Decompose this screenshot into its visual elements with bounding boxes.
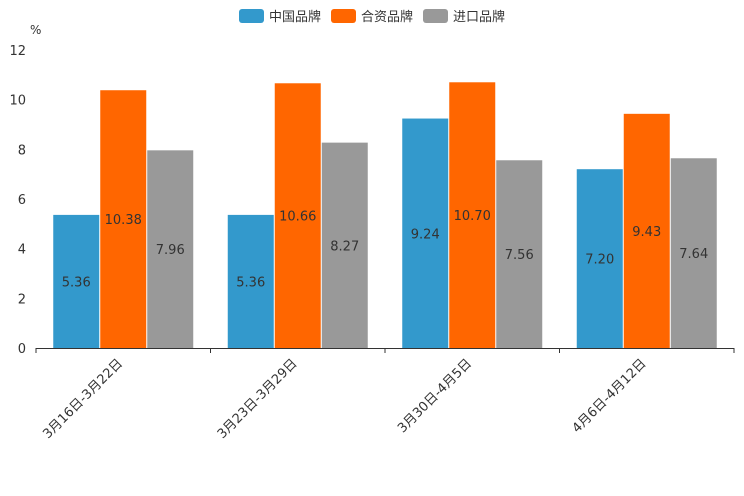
bar-value-label: 10.70 <box>454 209 491 224</box>
x-category-label: 3月30日-4月5日 <box>395 356 475 436</box>
bar[interactable] <box>576 169 623 348</box>
bars: 5.36 10.38 7.96 5.36 10.66 8.27 9.24 10.70 7.56 7… <box>53 82 717 349</box>
legend-item-imported-brand[interactable]: 进口品牌 <box>423 6 505 25</box>
legend-swatch-china-brand <box>238 8 264 23</box>
bar-value-label: 9.24 <box>411 227 440 242</box>
legend-label-china-brand: 中国品牌 <box>268 10 321 25</box>
bar-value-label: 7.64 <box>679 247 708 262</box>
y-tick-label: 2 <box>18 292 26 307</box>
y-tick-label: 4 <box>18 243 26 258</box>
legend-swatch-imported-brand <box>423 8 448 23</box>
x-category-label: 4月6日-4月12日 <box>570 356 650 436</box>
bar[interactable] <box>147 150 194 348</box>
bar[interactable] <box>321 142 368 348</box>
x-category-label: 3月23日-3月29日 <box>215 356 301 442</box>
bar[interactable] <box>53 214 100 348</box>
bar[interactable] <box>623 113 670 349</box>
bar-value-label: 5.36 <box>236 275 265 290</box>
x-category-label: 3月16日-3月22日 <box>40 356 126 442</box>
bar[interactable] <box>100 90 147 348</box>
bar-value-label: 10.38 <box>105 213 142 228</box>
x-axis: 3月16日-3月22日 3月23日-3月29日 3月30日-4月5日 4月6日-4月1… <box>35 348 735 442</box>
bar-value-label: 7.56 <box>505 248 534 263</box>
bar-value-label: 7.96 <box>156 243 185 258</box>
y-tick-label: 12 <box>9 44 26 59</box>
bar[interactable] <box>227 214 274 348</box>
legend-label-imported-brand: 进口品牌 <box>453 10 506 25</box>
bar[interactable] <box>496 160 543 348</box>
bar[interactable] <box>402 118 449 348</box>
bar-value-label: 7.20 <box>585 253 614 268</box>
y-tick-label: 0 <box>18 342 26 357</box>
y-tick-label: 8 <box>18 143 26 158</box>
bar-value-label: 9.43 <box>632 225 661 240</box>
y-axis-unit-label: % <box>30 23 41 37</box>
bar-value-label: 10.66 <box>279 210 316 225</box>
legend: 中国品牌 合资品牌 进口品牌 <box>0 6 744 25</box>
y-tick-label: 6 <box>18 193 26 208</box>
legend-swatch-joint-venture-brand <box>330 8 356 23</box>
legend-item-china-brand[interactable]: 中国品牌 <box>238 6 321 25</box>
legend-label-joint-venture-brand: 合资品牌 <box>360 10 413 25</box>
bar[interactable] <box>670 158 717 348</box>
bar-value-label: 8.27 <box>330 239 359 254</box>
bar[interactable] <box>449 82 496 349</box>
y-axis-ticks: 0 2 4 6 8 10 12 <box>9 44 26 357</box>
bar[interactable] <box>274 83 321 348</box>
y-tick-label: 10 <box>9 94 26 109</box>
bar-value-label: 5.36 <box>62 275 91 290</box>
legend-item-joint-venture-brand[interactable]: 合资品牌 <box>330 6 413 25</box>
